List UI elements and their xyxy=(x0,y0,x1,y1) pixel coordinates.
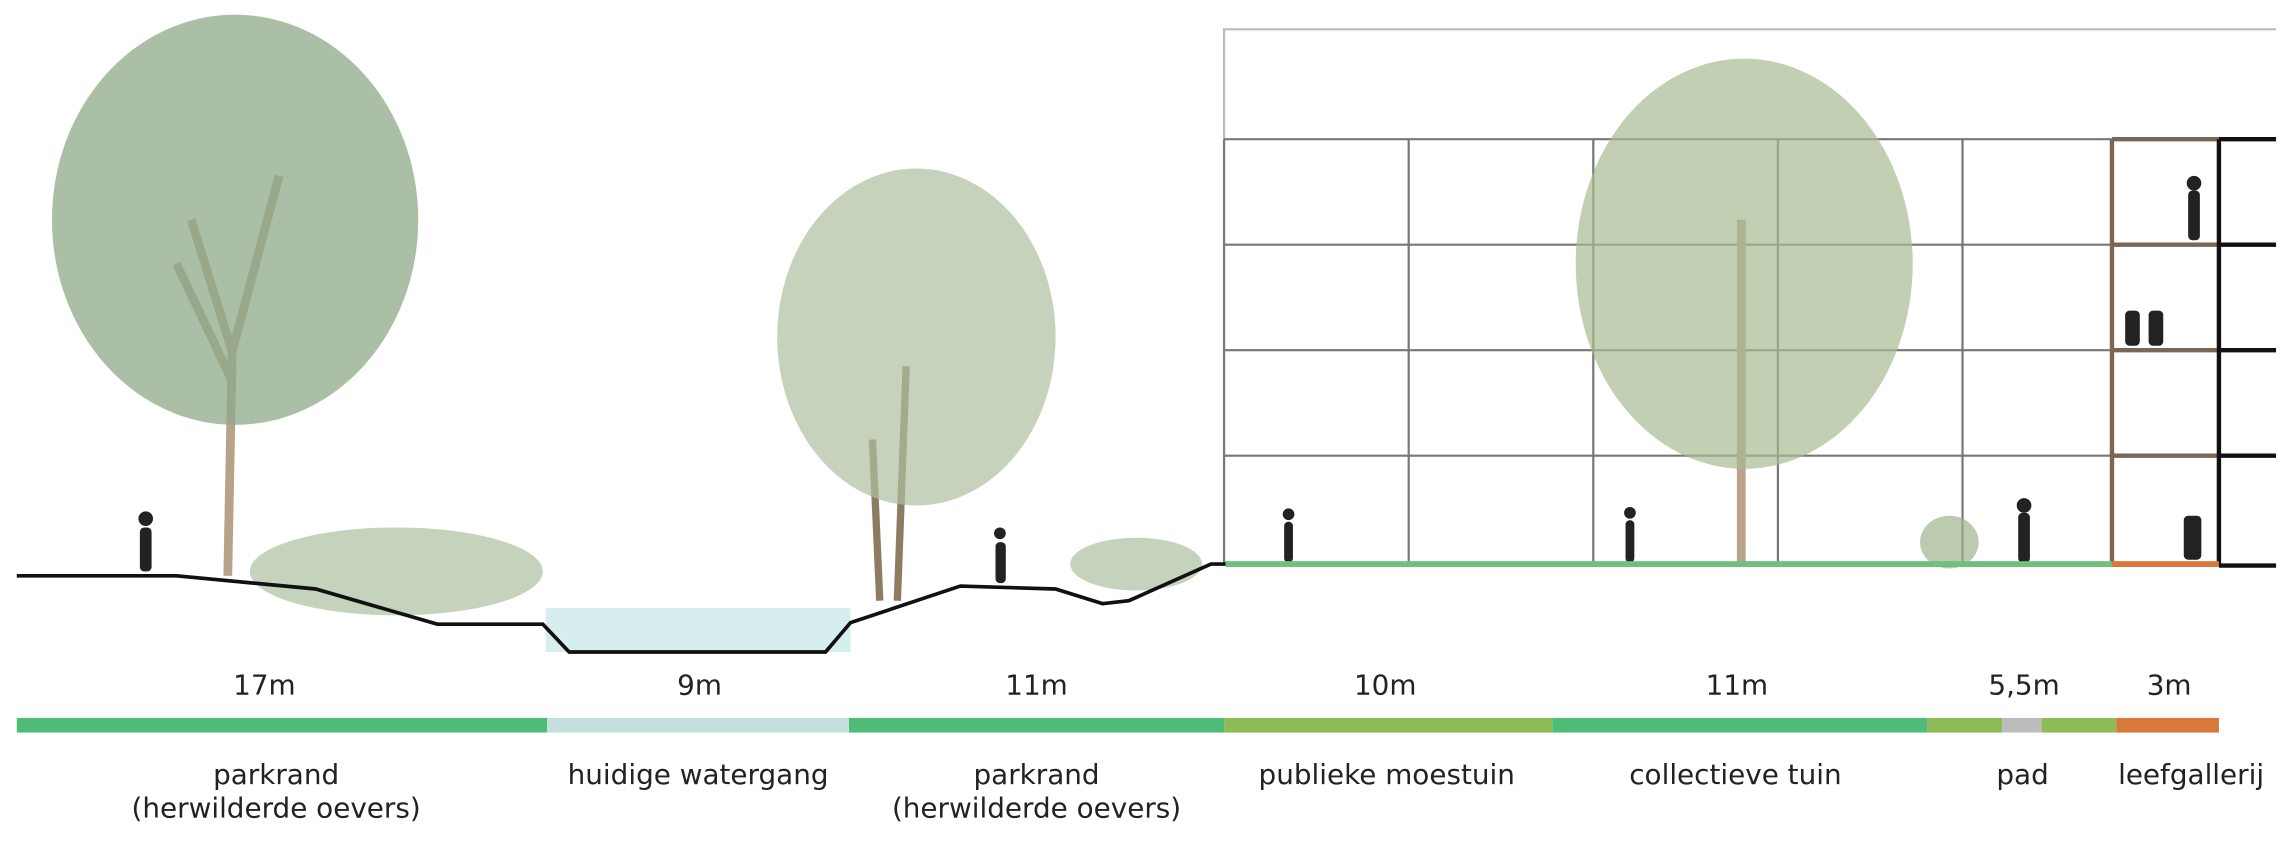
segment-label: publieke moestuin xyxy=(1259,758,1515,791)
segment-label: leefgallerij xyxy=(2118,758,2264,791)
segment-width: 3m xyxy=(2147,668,2192,701)
segment-label: (herwilderde oevers) xyxy=(892,792,1181,825)
segment-width: 11m xyxy=(1706,668,1769,701)
page: {"segments": [ {"width": "17m", "label":… xyxy=(0,0,2287,841)
segment-label: pad xyxy=(1996,758,2048,791)
ground-strip xyxy=(2112,561,2219,567)
width-bar xyxy=(17,718,2219,733)
section-diagram: 17mparkrand(herwilderde oevers)9mhuidige… xyxy=(0,0,2287,841)
segment-width: 10m xyxy=(1354,668,1417,701)
segment-width: 17m xyxy=(233,668,296,701)
ground-strip xyxy=(1226,561,2112,567)
trees xyxy=(52,15,1979,616)
segment-width: 5,5m xyxy=(1988,668,2059,701)
segment-label: collectieve tuin xyxy=(1629,758,1841,791)
segment-label: (herwilderde oevers) xyxy=(132,792,421,825)
segment-width: 9m xyxy=(677,668,722,701)
segment-label: huidige watergang xyxy=(568,758,829,791)
segment-width: 11m xyxy=(1005,668,1068,701)
segment-label: parkrand xyxy=(213,758,339,791)
water xyxy=(546,608,851,652)
segment-label: parkrand xyxy=(974,758,1100,791)
